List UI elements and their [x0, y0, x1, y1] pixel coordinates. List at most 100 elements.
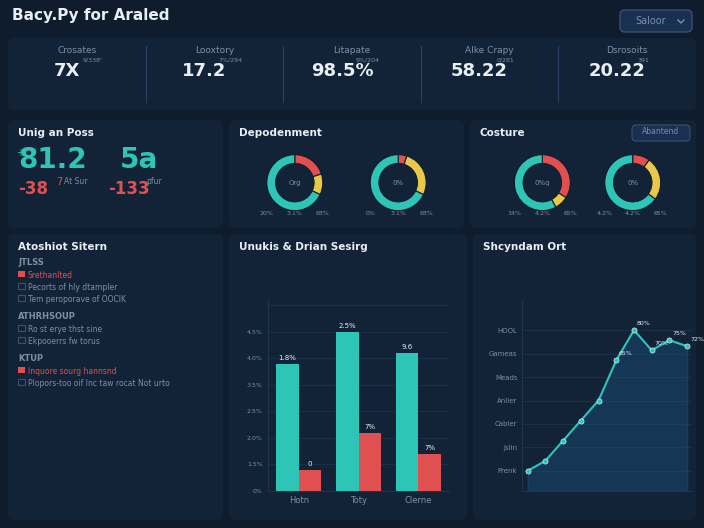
Wedge shape: [404, 156, 426, 194]
Wedge shape: [267, 155, 320, 211]
Text: 4.2%: 4.2%: [624, 211, 641, 215]
Text: 17.2: 17.2: [182, 62, 227, 80]
Text: Srethanlted: Srethanlted: [28, 271, 73, 280]
Text: +: +: [16, 148, 24, 158]
Text: 5a: 5a: [120, 146, 158, 174]
Text: -133: -133: [108, 180, 150, 198]
Wedge shape: [312, 174, 323, 194]
Point: [575, 417, 586, 425]
Point: [629, 326, 640, 334]
Circle shape: [379, 164, 417, 202]
Circle shape: [523, 164, 561, 202]
Point: [593, 397, 604, 405]
Text: 0%: 0%: [365, 211, 375, 215]
Text: 9.6: 9.6: [401, 344, 413, 351]
Text: Plopors-too oif Inc taw rocat Not urto: Plopors-too oif Inc taw rocat Not urto: [28, 379, 170, 388]
Text: 7%/294: 7%/294: [218, 58, 242, 63]
Text: pfur: pfur: [146, 177, 162, 186]
Text: 34%: 34%: [508, 211, 522, 215]
Point: [540, 457, 551, 465]
Point: [681, 342, 693, 351]
Text: JTLSS: JTLSS: [18, 258, 44, 267]
Bar: [298, 470, 322, 491]
Text: 7%: 7%: [425, 445, 435, 451]
Point: [610, 356, 622, 364]
Text: 7X: 7X: [54, 62, 80, 80]
Text: Depodenment: Depodenment: [239, 128, 322, 138]
Text: 72%: 72%: [690, 337, 704, 342]
Text: 65%: 65%: [563, 211, 577, 215]
Wedge shape: [644, 160, 661, 199]
Wedge shape: [515, 155, 556, 211]
Text: Abantend: Abantend: [642, 127, 679, 137]
Text: 0%: 0%: [393, 180, 404, 186]
Point: [646, 346, 658, 354]
Bar: [18, 295, 25, 301]
Wedge shape: [551, 193, 566, 207]
Bar: [18, 379, 25, 385]
Text: 3.1%: 3.1%: [287, 211, 303, 215]
Bar: [18, 325, 25, 331]
Text: At Sur: At Sur: [64, 177, 87, 186]
Circle shape: [614, 164, 652, 202]
Bar: [18, 271, 25, 277]
Text: 4.2%: 4.2%: [534, 211, 551, 215]
Text: 80%: 80%: [636, 320, 650, 326]
Wedge shape: [370, 155, 424, 211]
Text: 20%: 20%: [260, 211, 274, 215]
FancyBboxPatch shape: [229, 120, 464, 228]
Text: 0%: 0%: [627, 180, 639, 186]
Text: Ekpooerrs fw torus: Ekpooerrs fw torus: [28, 337, 100, 346]
Text: 20.22: 20.22: [589, 62, 646, 80]
Text: 70%: 70%: [655, 341, 668, 346]
Text: Inquore sourg hannsnd: Inquore sourg hannsnd: [28, 367, 117, 376]
Text: 391: 391: [637, 58, 649, 63]
Text: 0/281: 0/281: [497, 58, 515, 63]
Text: Atoshiot Sitern: Atoshiot Sitern: [18, 242, 107, 252]
FancyBboxPatch shape: [470, 120, 696, 228]
Text: 68%: 68%: [316, 211, 329, 215]
Bar: [276, 364, 298, 491]
Bar: [418, 454, 441, 491]
Text: ATHRHSOUP: ATHRHSOUP: [18, 312, 76, 321]
Text: 81.2: 81.2: [18, 146, 87, 174]
Point: [558, 437, 569, 445]
Text: Dsrosoits: Dsrosoits: [606, 46, 648, 55]
Text: 9%/204: 9%/204: [356, 58, 380, 63]
Text: Org: Org: [289, 180, 301, 186]
Text: 7%: 7%: [365, 424, 375, 430]
Text: 1.8%: 1.8%: [278, 355, 296, 361]
Wedge shape: [542, 155, 570, 197]
FancyBboxPatch shape: [229, 234, 467, 520]
Text: Bacy.Py for Araled: Bacy.Py for Araled: [12, 8, 170, 23]
Text: Crosates: Crosates: [57, 46, 96, 55]
Text: 58.22: 58.22: [451, 62, 508, 80]
Text: 7: 7: [56, 177, 62, 187]
Circle shape: [276, 164, 314, 202]
Bar: [18, 367, 25, 373]
Text: 65%: 65%: [654, 211, 667, 215]
Text: Looxtory: Looxtory: [195, 46, 234, 55]
Bar: [358, 432, 382, 491]
Text: KTUP: KTUP: [18, 354, 43, 363]
Text: Costure: Costure: [480, 128, 526, 138]
Text: Unukis & Drian Sesirg: Unukis & Drian Sesirg: [239, 242, 367, 252]
Text: 98.5%: 98.5%: [310, 62, 373, 80]
Text: 68%: 68%: [420, 211, 433, 215]
Text: Unig an Poss: Unig an Poss: [18, 128, 94, 138]
FancyBboxPatch shape: [8, 38, 696, 110]
Bar: [18, 337, 25, 343]
Text: 65%: 65%: [619, 351, 633, 356]
Bar: [336, 332, 358, 491]
Wedge shape: [605, 155, 655, 211]
Text: 9/338': 9/338': [83, 58, 103, 63]
Text: 3.1%: 3.1%: [390, 211, 406, 215]
Text: Tem peroporave of OOCIK: Tem peroporave of OOCIK: [28, 295, 126, 304]
Text: -38: -38: [18, 180, 48, 198]
Text: 75%: 75%: [672, 331, 686, 336]
Text: Litapate: Litapate: [334, 46, 370, 55]
Text: Shcyndam Ort: Shcyndam Ort: [483, 242, 566, 252]
Bar: [18, 283, 25, 289]
Point: [522, 467, 533, 475]
Text: 4.2%: 4.2%: [597, 211, 612, 215]
